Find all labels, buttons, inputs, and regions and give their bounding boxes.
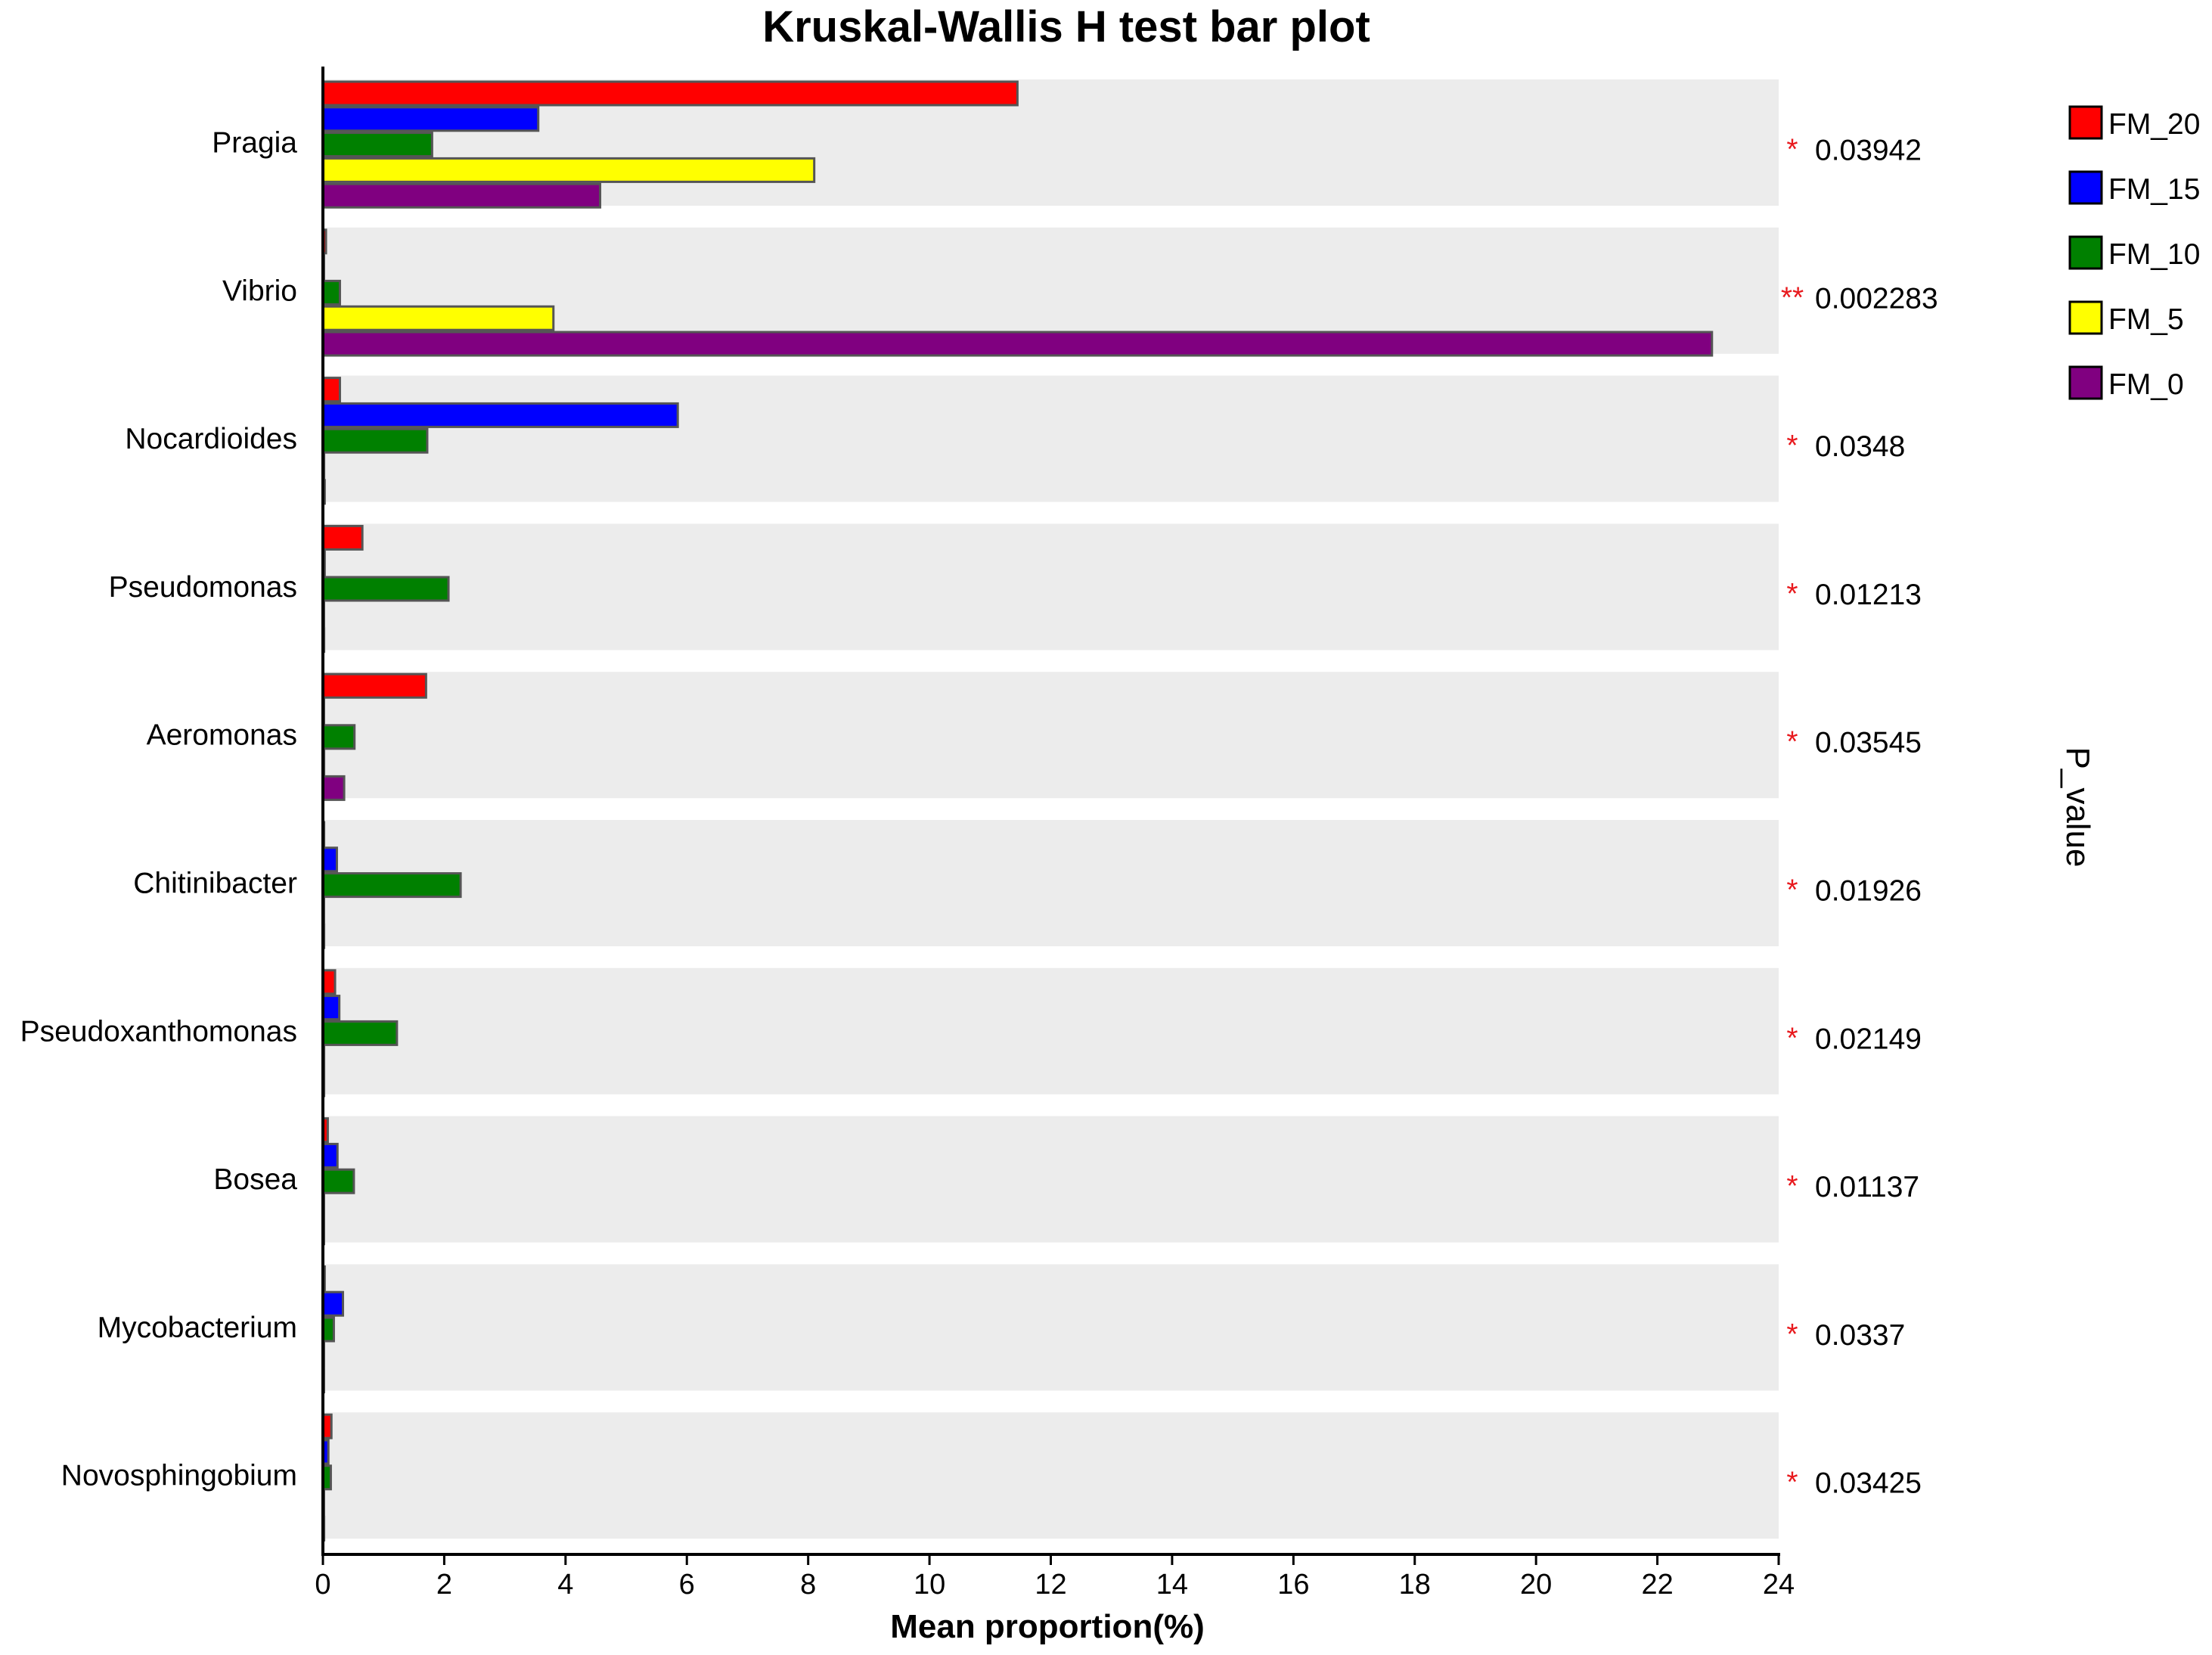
band-aeromonas [323, 672, 1779, 799]
legend-label-fm-0: FM_0 [2108, 368, 2184, 401]
legend-swatch-fm-0 [2068, 365, 2103, 400]
bar-aeromonas-fm-10 [321, 724, 356, 750]
p-values: * 0.03942** 0.002283* 0.0348* 0.01213* 0.0354… [1781, 134, 1938, 1500]
p-value-aeromonas: 0.03545 [1815, 727, 1922, 759]
category-label-pseudomonas: Pseudomonas [109, 571, 297, 604]
bar-vibrio-fm-5 [321, 305, 555, 331]
legend-swatch-fm-5 [2068, 300, 2103, 335]
legend: FM_20 FM_15 FM_10 FM_5 FM_0 [2068, 105, 2200, 401]
x-tick-label-8: 8 [800, 1569, 816, 1601]
x-tick-label-4: 4 [557, 1569, 573, 1601]
x-tick-label-10: 10 [914, 1569, 945, 1601]
category-label-vibrio: Vibrio [222, 275, 297, 307]
band-bosea [323, 1116, 1779, 1243]
bar-vibrio-fm-0 [321, 331, 1714, 357]
bar-pseudomonas-fm-10 [321, 576, 450, 602]
bar-vibrio-fm-10 [321, 279, 341, 306]
band-nocardioides [323, 375, 1779, 502]
bar-pragia-fm-20 [321, 80, 1019, 107]
category-label-chitinibacter: Chitinibacter [133, 868, 297, 900]
bar-pragia-fm-15 [321, 106, 540, 132]
band-chitinibacter [323, 820, 1779, 946]
category-label-aeromonas: Aeromonas [147, 719, 297, 752]
p-value-axis-label: P_value [2059, 747, 2096, 867]
bar-mycobacterium-fm-10 [321, 1316, 335, 1343]
legend-swatch-fm-10 [2068, 235, 2103, 270]
significance-aeromonas: * [1786, 726, 1798, 759]
category-label-bosea: Bosea [213, 1163, 297, 1196]
category-label-pragia: Pragia [212, 127, 297, 160]
bar-pragia-fm-10 [321, 132, 433, 158]
p-value-pseudomonas: 0.01213 [1815, 579, 1922, 611]
category-label-mycobacterium: Mycobacterium [98, 1312, 297, 1344]
x-tick-label-2: 2 [436, 1569, 452, 1601]
category-bands [323, 79, 1779, 1539]
band-pseudomonas [323, 523, 1779, 651]
x-tick-label-0: 0 [315, 1569, 330, 1601]
significance-nocardioides: * [1786, 430, 1798, 462]
legend-swatch-fm-15 [2068, 170, 2103, 205]
bar-pragia-fm-0 [321, 182, 602, 209]
legend-label-fm-20: FM_20 [2108, 108, 2200, 141]
bar-bosea-fm-15 [321, 1142, 339, 1169]
x-tick-label-22: 22 [1641, 1569, 1673, 1601]
band-pseudoxanthomonas [323, 967, 1779, 1095]
x-tick-label-24: 24 [1763, 1569, 1795, 1601]
p-value-novosphingobium: 0.03425 [1815, 1467, 1922, 1500]
category-label-nocardioides: Nocardioides [125, 423, 297, 455]
category-label-novosphingobium: Novosphingobium [61, 1460, 297, 1492]
p-value-pseudoxanthomonas: 0.02149 [1815, 1023, 1922, 1055]
bar-aeromonas-fm-0 [321, 775, 346, 801]
band-mycobacterium [323, 1264, 1779, 1391]
x-tick-label-20: 20 [1520, 1569, 1552, 1601]
bar-nocardioides-fm-15 [321, 402, 679, 428]
legend-swatch-fm-20 [2068, 105, 2103, 140]
bar-chitinibacter-fm-10 [321, 872, 462, 899]
bar-pseudoxanthomonas-fm-20 [321, 969, 337, 995]
p-value-bosea: 0.01137 [1815, 1171, 1919, 1203]
significance-novosphingobium: * [1786, 1467, 1798, 1499]
x-axis-label: Mean proportion(%) [890, 1608, 1205, 1645]
x-tick-label-14: 14 [1156, 1569, 1188, 1601]
x-tick-label-6: 6 [679, 1569, 695, 1601]
legend-label-fm-5: FM_5 [2108, 303, 2184, 336]
x-tick-label-12: 12 [1035, 1569, 1066, 1601]
legend-label-fm-15: FM_15 [2108, 173, 2200, 206]
bar-pseudomonas-fm-20 [321, 524, 364, 551]
bar-nocardioides-fm-10 [321, 427, 429, 454]
x-ticks: 0 2 4 6 8 10 12 14 16 18 20 22 24 [315, 1554, 1795, 1601]
p-value-chitinibacter: 0.01926 [1815, 875, 1922, 908]
legend-label-fm-10: FM_10 [2108, 238, 2200, 271]
significance-vibrio: ** [1781, 281, 1804, 314]
bar-chitinibacter-fm-15 [321, 846, 338, 873]
x-tick-label-16: 16 [1277, 1569, 1309, 1601]
significance-pseudomonas: * [1786, 578, 1798, 610]
band-novosphingobium [323, 1412, 1779, 1539]
significance-pseudoxanthomonas: * [1786, 1022, 1798, 1054]
significance-pragia: * [1786, 134, 1798, 166]
x-tick-label-18: 18 [1399, 1569, 1431, 1601]
bar-bosea-fm-10 [321, 1168, 355, 1194]
p-value-pragia: 0.03942 [1815, 135, 1922, 167]
bar-pseudoxanthomonas-fm-10 [321, 1020, 399, 1046]
bar-pseudoxanthomonas-fm-15 [321, 995, 341, 1021]
chart-title: Kruskal-Wallis H test bar plot [762, 2, 1370, 51]
significance-bosea: * [1786, 1170, 1798, 1203]
bar-pragia-fm-5 [321, 157, 816, 183]
category-labels: Pragia Vibrio Nocardioides Pseudomonas Aerom… [20, 127, 298, 1492]
significance-chitinibacter: * [1786, 874, 1798, 907]
p-value-nocardioides: 0.0348 [1815, 430, 1905, 463]
p-value-mycobacterium: 0.0337 [1815, 1319, 1905, 1352]
bar-aeromonas-fm-20 [321, 672, 427, 699]
bar-mycobacterium-fm-15 [321, 1290, 344, 1317]
category-label-pseudoxanthomonas: Pseudoxanthomonas [20, 1015, 297, 1048]
p-value-vibrio: 0.002283 [1815, 282, 1938, 315]
bar-nocardioides-fm-20 [321, 377, 341, 403]
significance-mycobacterium: * [1786, 1318, 1798, 1351]
